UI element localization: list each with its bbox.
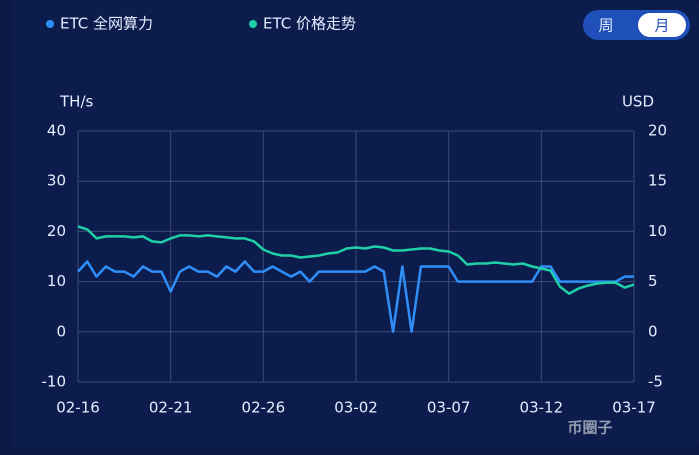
legend-label: ETC 价格走势 — [263, 15, 356, 33]
x-tick-label: 02-21 — [149, 399, 193, 417]
y2-tick-label: 0 — [648, 322, 658, 340]
toggle-option[interactable]: 周 — [598, 17, 613, 35]
y-tick-label: -10 — [42, 373, 67, 391]
watermark: 币圈子 — [567, 419, 612, 437]
toggle-selected — [638, 13, 686, 37]
x-tick-label: 03-07 — [427, 399, 471, 417]
panel — [10, 0, 699, 448]
x-tick-label: 03-02 — [334, 399, 378, 417]
x-tick-label: 03-12 — [520, 399, 564, 417]
legend-label: ETC 全网算力 — [60, 15, 153, 33]
y-tick-label: 40 — [47, 122, 66, 140]
series-line — [77, 260, 634, 334]
y-tick-label: 0 — [56, 322, 66, 340]
y2-tick-label: 20 — [648, 122, 667, 140]
y-tick-label: 20 — [47, 222, 66, 240]
y2-unit: USD — [622, 93, 654, 111]
y2-tick-label: 15 — [648, 172, 667, 190]
y-unit: TH/s — [59, 93, 93, 111]
x-tick-label: 03-17 — [612, 399, 656, 417]
series-line — [77, 225, 635, 295]
y-tick-label: 10 — [47, 272, 66, 290]
y-tick-label: 30 — [47, 172, 66, 190]
x-tick-label: 02-16 — [56, 399, 100, 417]
x-tick-label: 02-26 — [242, 399, 286, 417]
y2-tick-label: 10 — [648, 222, 667, 240]
y2-tick-label: 5 — [648, 272, 658, 290]
legend-dot — [46, 20, 54, 28]
toggle-option[interactable]: 月 — [654, 17, 669, 35]
legend-dot — [249, 20, 257, 28]
y2-tick-label: -5 — [648, 373, 663, 391]
